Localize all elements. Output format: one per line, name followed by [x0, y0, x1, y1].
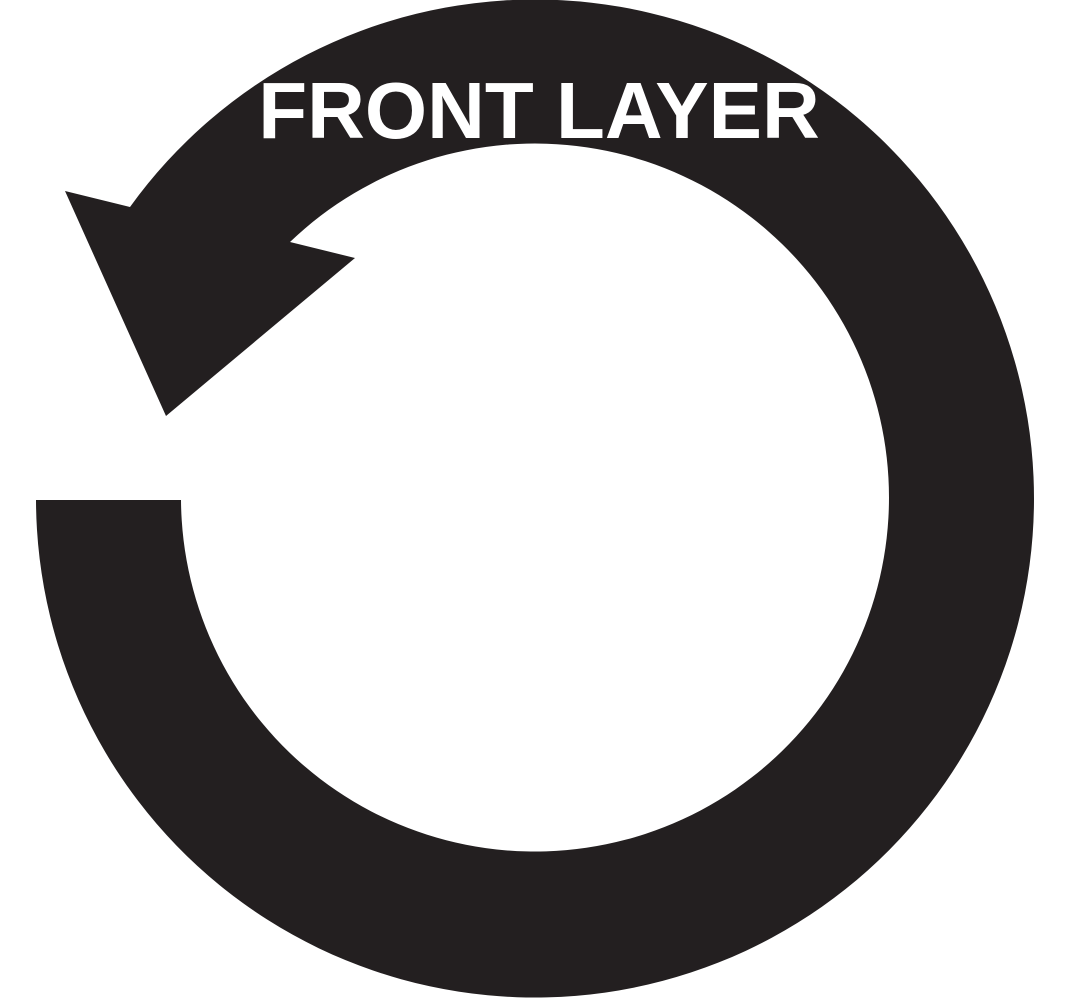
front-layer-label: FRONT LAYER — [258, 66, 820, 155]
arrow-ring — [36, 0, 1034, 998]
